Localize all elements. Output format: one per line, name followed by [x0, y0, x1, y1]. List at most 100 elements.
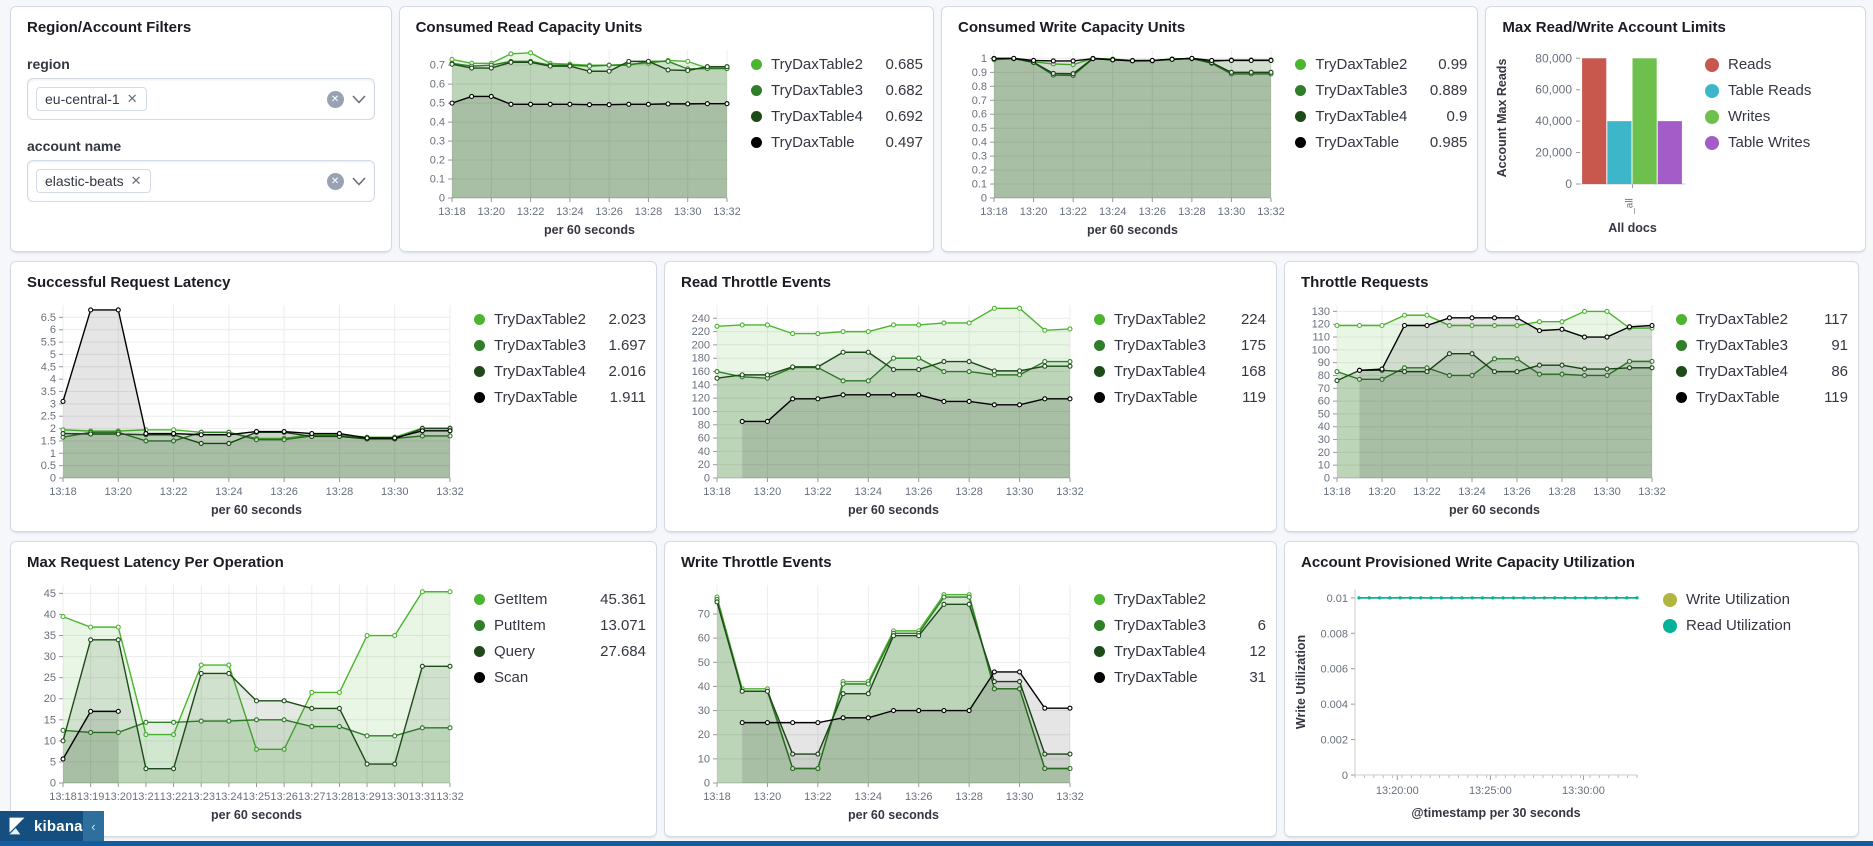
svg-text:0.3: 0.3	[972, 151, 987, 163]
svg-text:0.2: 0.2	[429, 155, 444, 167]
clear-selection-icon[interactable]: ✕	[326, 90, 344, 108]
svg-text:1: 1	[981, 53, 987, 65]
legend-item[interactable]: TryDaxTable 0.985	[1295, 134, 1467, 151]
selected-value: eu-central-1	[45, 91, 120, 107]
legend-item[interactable]: Table Writes	[1704, 134, 1855, 151]
legend-item[interactable]: TryDaxTable2 224	[1094, 311, 1266, 328]
svg-text:13:22: 13:22	[160, 486, 188, 498]
legend-series-dot	[1094, 314, 1105, 325]
legend-item[interactable]: Table Reads	[1704, 82, 1855, 99]
legend-series-value: 31	[1249, 669, 1266, 686]
legend-series-value: 1.911	[609, 389, 646, 406]
chart-plot[interactable]: 00.511.522.533.544.555.566.5 13:18 13:20 13…	[17, 295, 464, 520]
legend-series-name: Scan	[494, 669, 529, 686]
legend-item[interactable]: TryDaxTable2 117	[1676, 311, 1848, 328]
legend-series-name: TryDaxTable4	[494, 363, 586, 380]
legend-series-name: TryDaxTable	[494, 389, 578, 406]
svg-text:13:18: 13:18	[703, 486, 731, 498]
chart-plot[interactable]: 0 0.1 0.2 0.3 0.4 0.5 0.6 0.7 13:18 13:20 13:22 13:…	[406, 40, 741, 240]
legend-item[interactable]: TryDaxTable 119	[1094, 389, 1266, 406]
legend-item[interactable]: TryDaxTable 31	[1094, 669, 1266, 686]
svg-text:13:24: 13:24	[855, 791, 883, 803]
legend-item[interactable]: TryDaxTable3 91	[1676, 337, 1848, 354]
svg-text:80,000: 80,000	[1536, 51, 1573, 65]
svg-text:0: 0	[50, 473, 56, 485]
account-filter-combobox[interactable]: elastic-beats ✕ ✕	[27, 160, 375, 202]
svg-text:6.5: 6.5	[41, 312, 56, 324]
chart-plot[interactable]: 0 0.1 0.2 0.3 0.4 0.5 0.6 0.7 0.8 0.9 1 13:18 13:20 1…	[948, 40, 1285, 240]
legend-series-dot	[1295, 59, 1307, 70]
legend-item[interactable]: TryDaxTable4 168	[1094, 363, 1266, 380]
legend-item[interactable]: TryDaxTable3 1.697	[474, 337, 646, 354]
legend-item[interactable]: Reads	[1704, 56, 1855, 73]
chart-plot[interactable]: 0 0.002 0.004 0.006 0.008 0.01 13:20:00 13:25:0…	[1291, 575, 1653, 825]
collapse-nav-button[interactable]: ‹	[82, 811, 104, 841]
svg-text:13:25:00: 13:25:00	[1469, 785, 1512, 797]
svg-text:40: 40	[698, 681, 710, 693]
svg-text:0.5: 0.5	[972, 123, 987, 135]
legend-item[interactable]: TryDaxTable4 0.692	[751, 108, 923, 125]
legend-series-dot	[1094, 672, 1105, 683]
legend-item[interactable]: Query 27.684	[474, 643, 646, 660]
bar-Table Writes[interactable]	[1658, 121, 1683, 184]
svg-text:13:30: 13:30	[1593, 486, 1621, 498]
legend-item[interactable]: TryDaxTable3 0.889	[1295, 82, 1467, 99]
legend-item[interactable]: Read Utilization	[1663, 617, 1848, 634]
chart-plot[interactable]: 0 10 20 30 40 50 60 70 13:18 13:20 13:22 13:24 13:26…	[671, 575, 1084, 825]
legend-item[interactable]: TryDaxTable4 2.016	[474, 363, 646, 380]
legend-series-dot	[1295, 85, 1307, 96]
legend-item[interactable]: TryDaxTable4 86	[1676, 363, 1848, 380]
legend-series-name: Reads	[1727, 56, 1772, 73]
clear-selection-icon[interactable]: ✕	[326, 172, 344, 190]
legend-series-value: 168	[1240, 363, 1266, 380]
bar-Writes[interactable]	[1632, 58, 1658, 184]
series-TryDaxTable4	[714, 599, 1073, 783]
legend-item[interactable]: TryDaxTable3 0.682	[751, 82, 923, 99]
legend-series-dot	[1704, 135, 1719, 150]
svg-text:2: 2	[50, 423, 56, 435]
legend-item[interactable]: TryDaxTable 1.911	[474, 389, 646, 406]
legend-item[interactable]: TryDaxTable2 2.023	[474, 311, 646, 328]
legend-item[interactable]: Writes	[1704, 108, 1855, 125]
svg-text:110: 110	[1312, 332, 1330, 344]
legend-item[interactable]: TryDaxTable2 0.99	[1295, 56, 1467, 73]
legend-item[interactable]: PutItem 13.071	[474, 617, 646, 634]
chevron-down-icon[interactable]	[351, 176, 366, 186]
remove-value-icon[interactable]: ✕	[130, 173, 142, 188]
legend-series-dot	[1094, 366, 1105, 377]
legend-item[interactable]: GetItem 45.361	[474, 591, 646, 608]
chart-plot[interactable]: 0 20,000 40,000 60,000 80,000 _all All docs Acc…	[1492, 40, 1695, 240]
region-filter-combobox[interactable]: eu-central-1 ✕ ✕	[27, 78, 375, 120]
svg-text:13:26: 13:26	[1503, 486, 1531, 498]
series-TryDaxTable	[449, 93, 730, 198]
legend-item[interactable]: TryDaxTable4 0.9	[1295, 108, 1467, 125]
svg-text:0.9: 0.9	[972, 67, 987, 79]
svg-text:13:18: 13:18	[703, 791, 731, 803]
remove-value-icon[interactable]: ✕	[126, 91, 138, 106]
svg-text:0.7: 0.7	[972, 95, 987, 107]
svg-text:13:22: 13:22	[1059, 206, 1087, 218]
legend-item[interactable]: TryDaxTable2 0.685	[751, 56, 923, 73]
svg-text:13:30: 13:30	[381, 791, 409, 803]
legend-series-dot	[1676, 366, 1687, 377]
svg-text:@timestamp per 30 seconds: @timestamp per 30 seconds	[1411, 806, 1580, 820]
svg-text:0.6: 0.6	[972, 109, 987, 121]
chevron-down-icon[interactable]	[351, 94, 366, 104]
legend-item[interactable]: TryDaxTable 0.497	[751, 134, 923, 151]
legend-item[interactable]: TryDaxTable3 175	[1094, 337, 1266, 354]
legend-item[interactable]: TryDaxTable4 12	[1094, 643, 1266, 660]
legend-item[interactable]: TryDaxTable2	[1094, 591, 1266, 608]
kibana-logo	[9, 817, 25, 835]
legend-item[interactable]: TryDaxTable 119	[1676, 389, 1848, 406]
legend-item[interactable]: Scan	[474, 669, 646, 686]
legend-item[interactable]: Write Utilization	[1663, 591, 1848, 608]
legend-item[interactable]: TryDaxTable3 6	[1094, 617, 1266, 634]
bar-Table Reads[interactable]	[1607, 121, 1632, 184]
bar-Reads[interactable]	[1582, 58, 1607, 184]
legend-series-name: TryDaxTable	[771, 134, 855, 151]
series-TryDaxTable3	[1334, 356, 1655, 478]
